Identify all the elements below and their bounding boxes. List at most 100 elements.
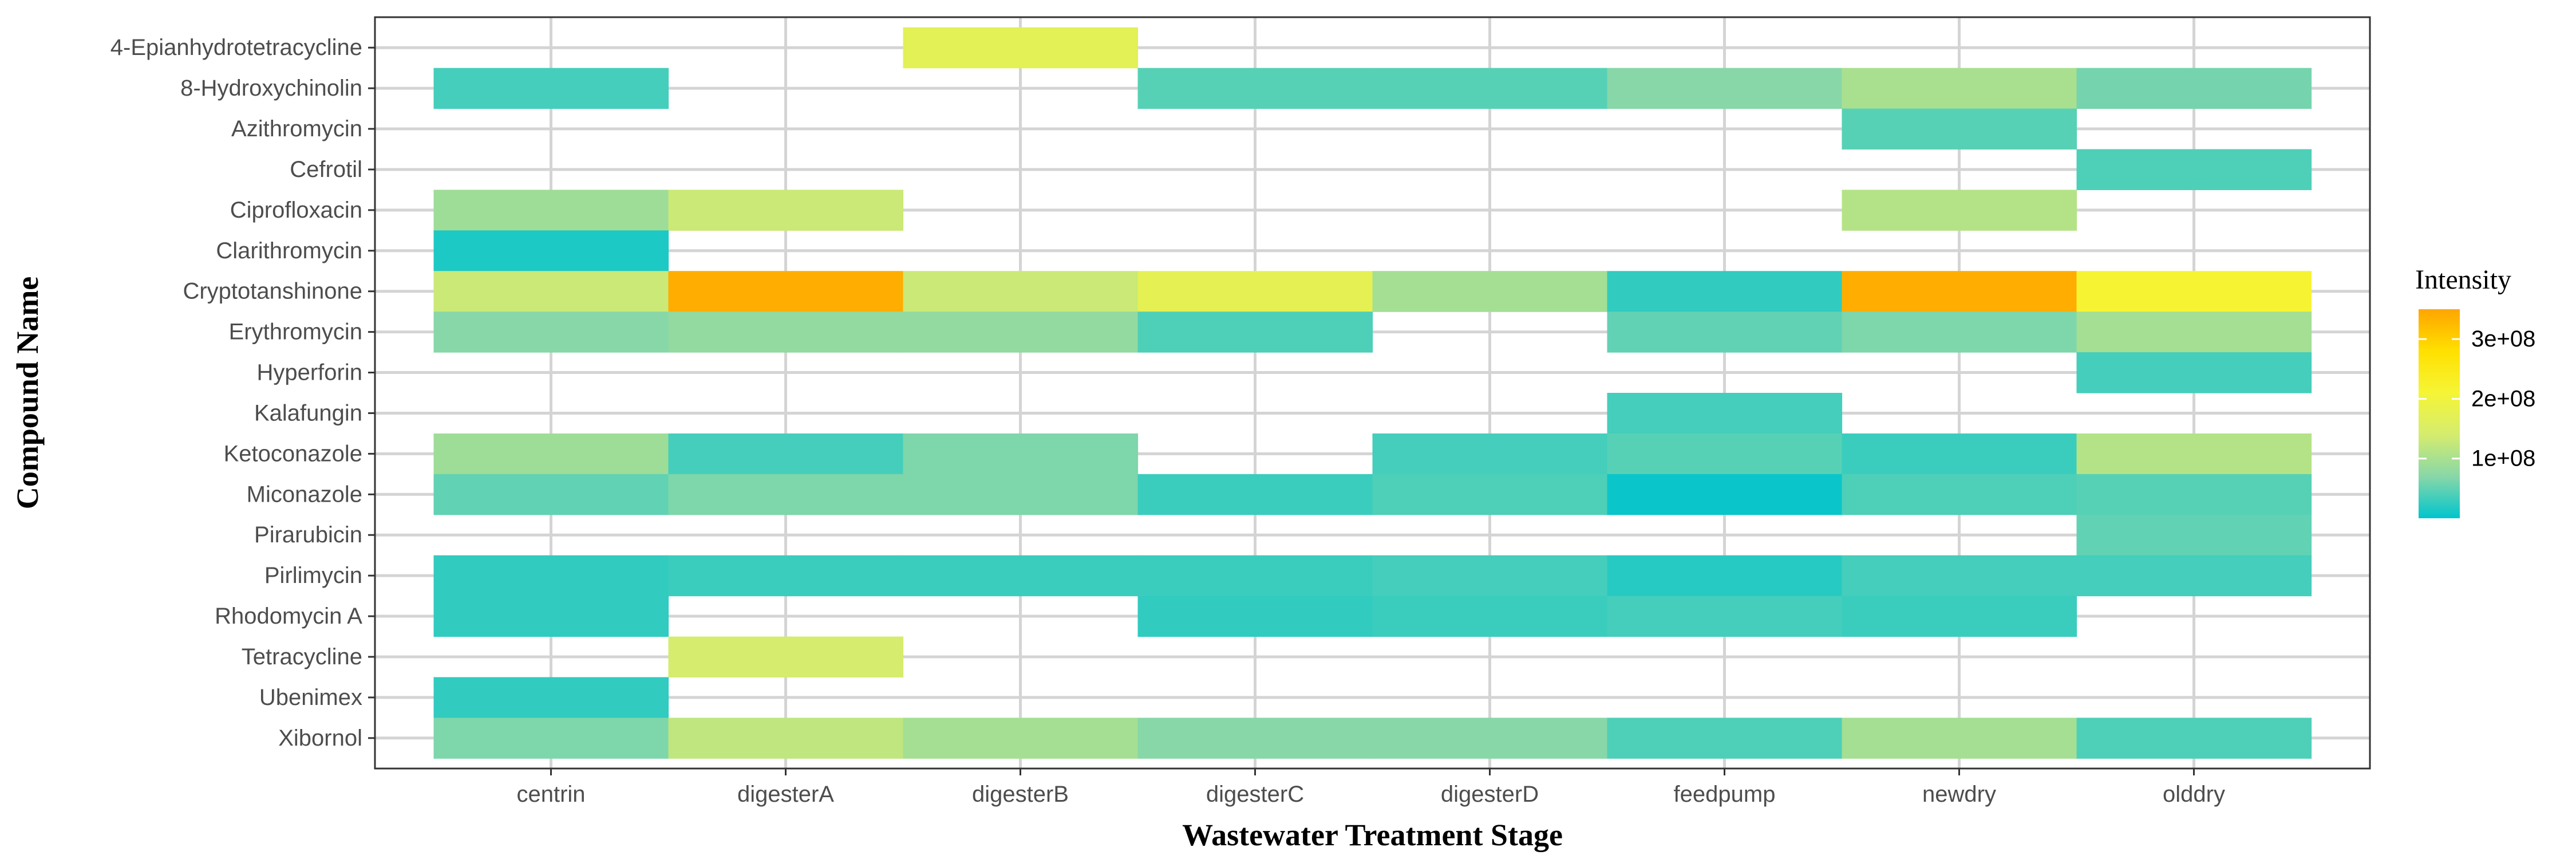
- heatmap-cell: [1372, 68, 1608, 109]
- heatmap-cell: [1372, 474, 1608, 515]
- x-tick-label: digesterB: [972, 782, 1069, 807]
- x-tick-label: newdry: [1922, 782, 1996, 807]
- y-axis-title: Compound Name: [10, 277, 45, 510]
- heatmap-cell: [433, 433, 669, 475]
- y-tick-label: Xibornol: [278, 726, 362, 751]
- heatmap-cell: [903, 433, 1139, 475]
- heatmap-cell: [2076, 474, 2312, 515]
- heatmap-cell: [1842, 718, 2077, 759]
- y-tick-label: 4-Epianhydrotetracycline: [110, 35, 362, 60]
- heatmap-cell: [433, 474, 669, 515]
- heatmap-cell: [433, 190, 669, 231]
- heatmap-cell: [1607, 555, 1843, 597]
- y-tick-label: Cefrotil: [290, 157, 362, 182]
- heatmap-cell: [1842, 555, 2077, 597]
- heatmap-cell: [903, 27, 1139, 69]
- heatmap-cell: [1137, 312, 1373, 353]
- y-tick-label: Erythromycin: [229, 320, 362, 345]
- heatmap-cell: [903, 474, 1139, 515]
- heatmap-cell: [1137, 596, 1373, 637]
- heatmap-cell: [903, 312, 1139, 353]
- heatmap-cell: [433, 312, 669, 353]
- heatmap-cell: [1607, 271, 1843, 312]
- heatmap-cell: [668, 474, 904, 515]
- x-tick-label: digesterC: [1206, 782, 1304, 807]
- y-tick-label: Cryptotanshinone: [183, 279, 362, 304]
- panel-border: [374, 16, 2371, 770]
- heatmap-cell: [2076, 718, 2312, 759]
- heatmap-cell: [668, 718, 904, 759]
- heatmap-cell: [1372, 555, 1608, 597]
- heatmap-cell: [433, 596, 669, 637]
- x-axis: centrin digesterA digesterB digesterC digest…: [516, 769, 2225, 807]
- x-axis-title: Wastewater Treatment Stage: [1182, 818, 1563, 852]
- heatmap-cell: [433, 718, 669, 759]
- heatmap-cell: [668, 190, 904, 231]
- heatmap-cell: [1842, 433, 2077, 475]
- heatmap-cell: [1842, 312, 2077, 353]
- heatmap-cell: [2076, 312, 2312, 353]
- heatmap-cell: [2076, 555, 2312, 597]
- heatmap-cell: [1607, 68, 1843, 109]
- y-tick-label: Hyperforin: [256, 360, 362, 385]
- heatmap-cell: [433, 68, 669, 109]
- y-tick-label: Kalafungin: [254, 400, 362, 425]
- heatmap-cell: [1372, 596, 1608, 637]
- heatmap-cell: [1372, 271, 1608, 312]
- heatmap-cell: [903, 555, 1139, 597]
- heatmap-cell: [1137, 474, 1373, 515]
- legend-title: Intensity: [2415, 265, 2511, 295]
- heatmap-cell: [1607, 433, 1843, 475]
- y-axis: 4-Epianhydrotetracycline 8-Hydroxychinoli…: [110, 35, 375, 751]
- heatmap-cell: [1607, 474, 1843, 515]
- heatmap-cell: [1607, 718, 1843, 759]
- y-tick-label: Miconazole: [247, 482, 362, 507]
- y-tick-label: Pirarubicin: [254, 522, 362, 547]
- heatmap-cell: [433, 230, 669, 271]
- y-tick-label: Clarithromycin: [216, 238, 362, 263]
- x-tick-label: digesterD: [1441, 782, 1539, 807]
- heatmap-cell: [668, 312, 904, 353]
- heatmap-cell: [1607, 312, 1843, 353]
- heatmap-cell: [1137, 555, 1373, 597]
- heatmap-cell: [903, 718, 1139, 759]
- heatmap-cell: [433, 271, 669, 312]
- x-tick-label: olddry: [2163, 782, 2225, 807]
- y-tick-label: Pirlimycin: [264, 563, 362, 588]
- x-tick-label: digesterA: [737, 782, 834, 807]
- heatmap-cell: [2076, 149, 2312, 191]
- heatmap-cell: [1607, 596, 1843, 637]
- heatmap-cell: [2076, 68, 2312, 109]
- heatmap-cell: [433, 677, 669, 718]
- heatmap-cell: [1137, 271, 1373, 312]
- heatmap-cells: [433, 27, 2312, 759]
- heatmap-cell: [1137, 718, 1373, 759]
- heatmap-cell: [668, 555, 904, 597]
- y-tick-label: Azithromycin: [231, 116, 362, 141]
- y-tick-label: Ciprofloxacin: [230, 198, 362, 223]
- heatmap-cell: [1372, 718, 1608, 759]
- heatmap-cell: [1842, 190, 2077, 231]
- y-tick-label: Tetracycline: [242, 644, 362, 669]
- heatmap-cell: [1842, 474, 2077, 515]
- x-tick-label: feedpump: [1674, 782, 1776, 807]
- heatmap-cell: [1372, 433, 1608, 475]
- heatmap-cell: [2076, 514, 2312, 556]
- y-tick-label: Rhodomycin A: [215, 604, 362, 629]
- heatmap-cell: [1137, 68, 1373, 109]
- heatmap-cell: [668, 433, 904, 475]
- heatmap-cell: [1607, 393, 1843, 434]
- heatmap-cell: [668, 271, 904, 312]
- heatmap-cell: [1842, 108, 2077, 150]
- legend-tick-label: 1e+08: [2471, 446, 2535, 471]
- heatmap-cell: [433, 555, 669, 597]
- heatmap-cell: [668, 636, 904, 678]
- heatmap-cell: [903, 271, 1139, 312]
- legend-tick-label: 3e+08: [2471, 326, 2535, 352]
- y-tick-label: 8-Hydroxychinolin: [180, 76, 362, 101]
- y-tick-label: Ubenimex: [259, 685, 362, 710]
- legend-tick-label: 2e+08: [2471, 386, 2535, 411]
- y-tick-label: Ketoconazole: [224, 441, 362, 466]
- heatmap-cell: [1842, 271, 2077, 312]
